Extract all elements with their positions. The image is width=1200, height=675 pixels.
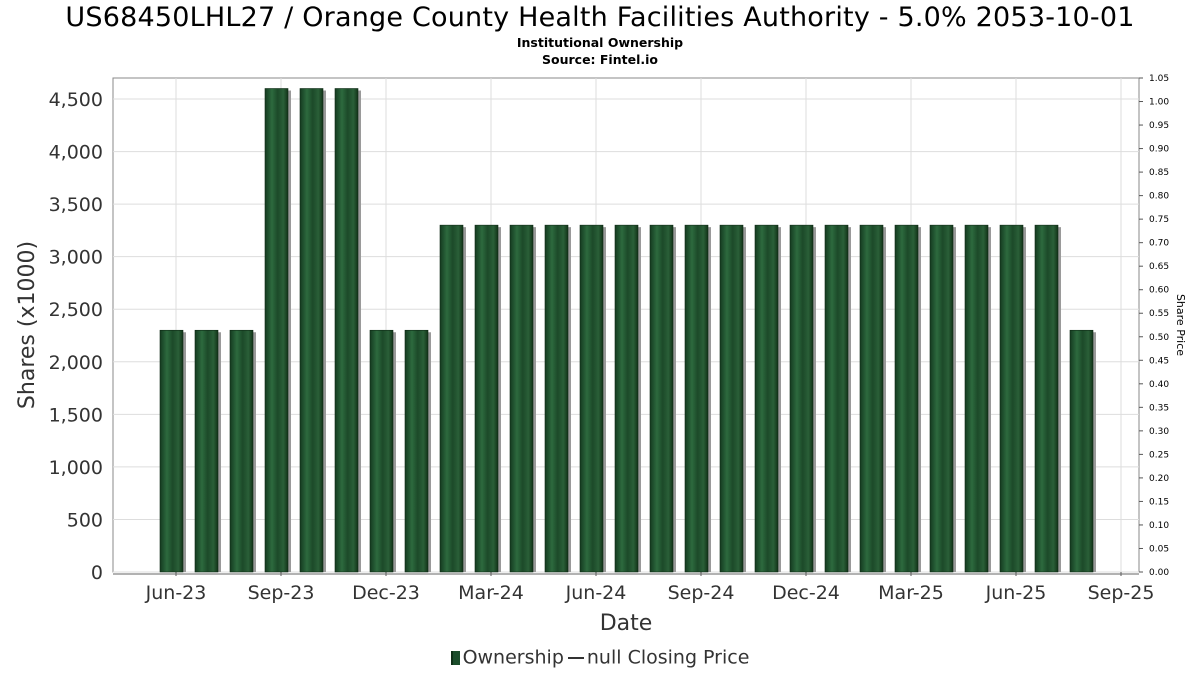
- y-tick-label: 3,500: [49, 194, 103, 216]
- ownership-bar: [824, 224, 849, 573]
- ownership-legend-swatch: [450, 650, 460, 665]
- ownership-bar: [369, 329, 394, 573]
- ownership-bar: [614, 224, 639, 573]
- ownership-bar: [229, 329, 254, 573]
- y2-tick-label: 0.50: [1149, 333, 1169, 343]
- x-tick-label: Dec-24: [772, 582, 840, 604]
- ownership-bar: [579, 224, 604, 573]
- ownership-bar: [859, 224, 884, 573]
- x-tick-label: Mar-24: [458, 582, 524, 604]
- ownership-bar: [894, 224, 919, 573]
- y2-tick-label: 0.25: [1149, 450, 1169, 460]
- y2-tick-label: 0.00: [1149, 568, 1169, 578]
- ownership-bar: [404, 329, 429, 573]
- y2-axis-label: Share Price: [1174, 294, 1187, 356]
- y2-tick-label: 0.80: [1149, 192, 1169, 202]
- y-tick-label: 1,000: [49, 457, 103, 479]
- ownership-bar: [544, 224, 569, 573]
- ownership-bar: [264, 88, 289, 573]
- ownership-bar: [964, 224, 989, 573]
- y2-tick-label: 0.65: [1149, 262, 1169, 272]
- ownership-bar: [1034, 224, 1059, 573]
- y-tick-label: 3,000: [49, 247, 103, 269]
- y2-tick-label: 0.45: [1149, 356, 1169, 366]
- x-tick-label: Sep-24: [668, 582, 735, 604]
- x-tick-label: Jun-23: [145, 582, 207, 604]
- x-tick-label: Mar-25: [878, 582, 944, 604]
- y-tick-label: 4,000: [49, 142, 103, 164]
- chart-subtitle: Institutional Ownership: [516, 35, 684, 50]
- y2-tick-label: 1.05: [1149, 74, 1169, 84]
- y2-tick-label: 0.55: [1149, 309, 1169, 319]
- y-tick-label: 2,500: [49, 299, 103, 321]
- ownership-bar-chart: 0 500 1,000 1,500 2,000 2,500 3,000 3,500 4,000 4…: [15, 74, 1187, 636]
- y2-tick-label: 0.85: [1149, 168, 1169, 178]
- y-tick-label: 1,500: [49, 404, 103, 426]
- y-axis-label: Shares (x1000): [15, 241, 40, 409]
- y2-tick-label: 0.60: [1149, 286, 1169, 296]
- y2-tick-label: 0.10: [1149, 521, 1169, 531]
- ownership-bar: [194, 329, 219, 573]
- y2-tick-label: 0.05: [1149, 544, 1169, 554]
- y2-tick-label: 0.20: [1149, 474, 1169, 484]
- ownership-bar: [684, 224, 709, 573]
- price-legend-line: [567, 656, 584, 659]
- chart-source: Source: Fintel.io: [542, 52, 658, 67]
- ownership-bar: [649, 224, 674, 573]
- ownership-bar: [929, 224, 954, 573]
- x-tick-label: Jun-24: [565, 582, 627, 604]
- x-tick-label: Dec-23: [352, 582, 420, 604]
- ownership-legend-label: Ownership: [462, 646, 564, 669]
- x-tick-label: Sep-23: [248, 582, 315, 604]
- price-legend-label: null Closing Price: [586, 646, 750, 669]
- chart-legend: Ownership null Closing Price: [0, 646, 1200, 669]
- ownership-bar: [439, 224, 464, 573]
- y-tick-label: 4,500: [49, 89, 103, 111]
- x-tick-label: Sep-25: [1088, 582, 1155, 604]
- y2-tick-label: 0.90: [1149, 145, 1169, 155]
- ownership-bar: [999, 224, 1024, 573]
- y-tick-label: 0: [91, 562, 103, 584]
- y2-tick-label: 0.70: [1149, 239, 1169, 249]
- ownership-bar: [299, 88, 324, 573]
- x-axis-label: Date: [600, 611, 653, 636]
- y2-tick-label: 1.00: [1149, 98, 1169, 108]
- ownership-bar: [474, 224, 499, 573]
- ownership-bar: [754, 224, 779, 573]
- y2-tick-label: 0.75: [1149, 215, 1169, 225]
- ownership-bar: [789, 224, 814, 573]
- ownership-bar: [334, 88, 359, 573]
- y2-tick-label: 0.30: [1149, 427, 1169, 437]
- ownership-bar: [509, 224, 534, 573]
- ownership-bar: [719, 224, 744, 573]
- ownership-bar: [1069, 329, 1094, 573]
- y-tick-label: 2,000: [49, 352, 103, 374]
- y2-tick-label: 0.35: [1149, 403, 1169, 413]
- chart-title: US68450LHL27 / Orange County Health Faci…: [65, 2, 1135, 33]
- x-tick-label: Jun-25: [985, 582, 1047, 604]
- ownership-bar: [159, 329, 184, 573]
- y2-tick-label: 0.40: [1149, 380, 1169, 390]
- y2-tick-label: 0.15: [1149, 497, 1169, 507]
- y2-tick-label: 0.95: [1149, 121, 1169, 131]
- y-tick-label: 500: [67, 509, 103, 531]
